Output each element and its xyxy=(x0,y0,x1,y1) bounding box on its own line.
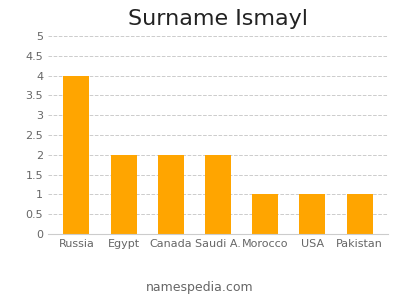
Bar xyxy=(64,76,90,234)
Text: namespedia.com: namespedia.com xyxy=(146,281,254,294)
Title: Surname Ismayl: Surname Ismayl xyxy=(128,9,308,29)
Bar xyxy=(205,155,231,234)
Bar xyxy=(300,194,325,234)
Bar xyxy=(111,155,136,234)
Bar xyxy=(346,194,372,234)
Bar xyxy=(158,155,184,234)
Bar xyxy=(252,194,278,234)
